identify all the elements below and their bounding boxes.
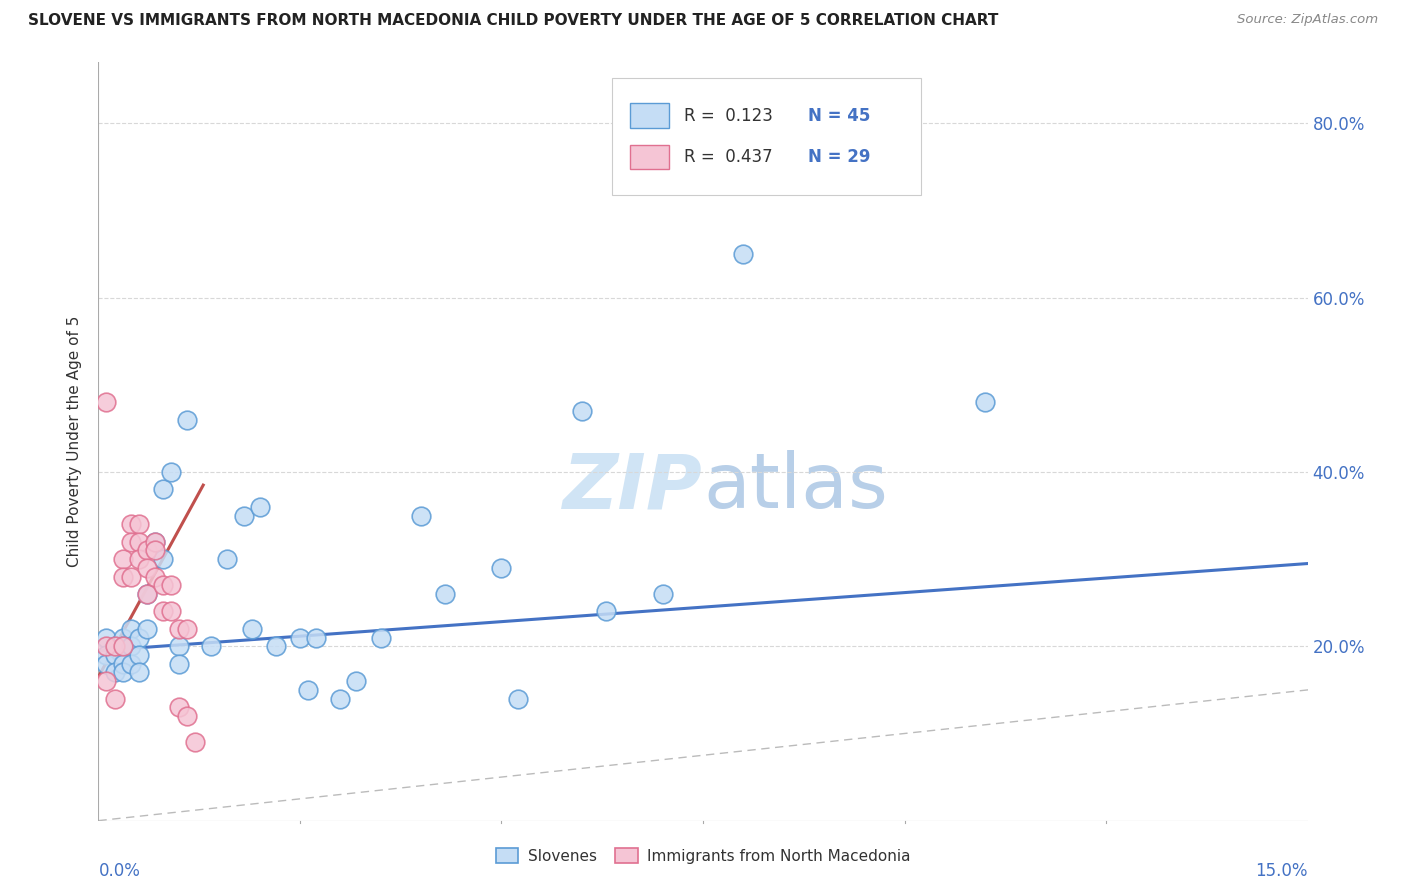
Point [128,665,150,680]
Point [264,640,287,654]
Text: ZIP: ZIP [564,450,703,524]
Point [128,517,150,532]
Point [288,631,311,645]
Point [96,648,118,662]
Point [651,587,673,601]
Point [143,569,166,583]
Point [176,709,198,723]
Point [305,631,328,645]
Point [152,578,174,592]
Point [329,691,352,706]
Point [160,578,183,592]
Point [103,665,125,680]
Point [143,534,166,549]
Point [152,605,174,619]
Point [176,622,198,636]
Point [111,569,134,583]
Text: N = 45: N = 45 [808,106,870,125]
Point [128,648,150,662]
Point [160,605,183,619]
Point [249,500,271,514]
Point [595,605,617,619]
Point [160,465,183,479]
Point [232,508,254,523]
Point [96,631,118,645]
Point [128,631,150,645]
Point [217,552,239,566]
Point [143,543,166,558]
Point [184,735,207,749]
Point [96,640,118,654]
Point [733,247,755,261]
Point [120,657,142,671]
Text: R =  0.437: R = 0.437 [683,148,772,166]
Point [120,569,142,583]
Point [120,534,142,549]
Point [135,543,157,558]
Point [103,640,125,654]
FancyBboxPatch shape [630,145,669,169]
Point [111,552,134,566]
Point [506,691,529,706]
Point [434,587,457,601]
Legend: Slovenes, Immigrants from North Macedonia: Slovenes, Immigrants from North Macedoni… [489,842,917,870]
Point [200,640,222,654]
Text: SLOVENE VS IMMIGRANTS FROM NORTH MACEDONIA CHILD POVERTY UNDER THE AGE OF 5 CORR: SLOVENE VS IMMIGRANTS FROM NORTH MACEDON… [28,13,998,29]
Point [974,395,997,409]
Point [152,483,174,497]
Point [152,552,174,566]
Text: 15.0%: 15.0% [1256,863,1308,880]
Point [120,622,142,636]
Point [344,674,367,689]
Point [571,404,593,418]
Point [176,413,198,427]
Point [135,561,157,575]
Point [96,674,118,689]
Point [297,682,319,697]
Text: atlas: atlas [703,450,887,524]
Text: R =  0.123: R = 0.123 [683,106,772,125]
Point [370,631,392,645]
Point [135,587,157,601]
Text: N = 29: N = 29 [808,148,870,166]
Point [103,640,125,654]
Text: 0.0%: 0.0% [98,863,141,880]
Point [143,534,166,549]
Point [120,640,142,654]
Point [135,587,157,601]
Y-axis label: Child Poverty Under the Age of 5: Child Poverty Under the Age of 5 [67,316,83,567]
Point [167,700,190,714]
Point [128,534,150,549]
Text: Source: ZipAtlas.com: Source: ZipAtlas.com [1237,13,1378,27]
FancyBboxPatch shape [613,78,921,195]
Point [111,631,134,645]
Point [111,640,134,654]
Point [111,665,134,680]
Point [167,657,190,671]
Point [120,517,142,532]
Point [96,657,118,671]
Point [167,640,190,654]
Point [491,561,513,575]
Point [240,622,263,636]
Point [103,648,125,662]
Point [135,622,157,636]
Point [103,691,125,706]
Point [96,395,118,409]
Point [409,508,432,523]
FancyBboxPatch shape [630,103,669,128]
Point [111,657,134,671]
Point [128,552,150,566]
Point [111,640,134,654]
Point [167,622,190,636]
